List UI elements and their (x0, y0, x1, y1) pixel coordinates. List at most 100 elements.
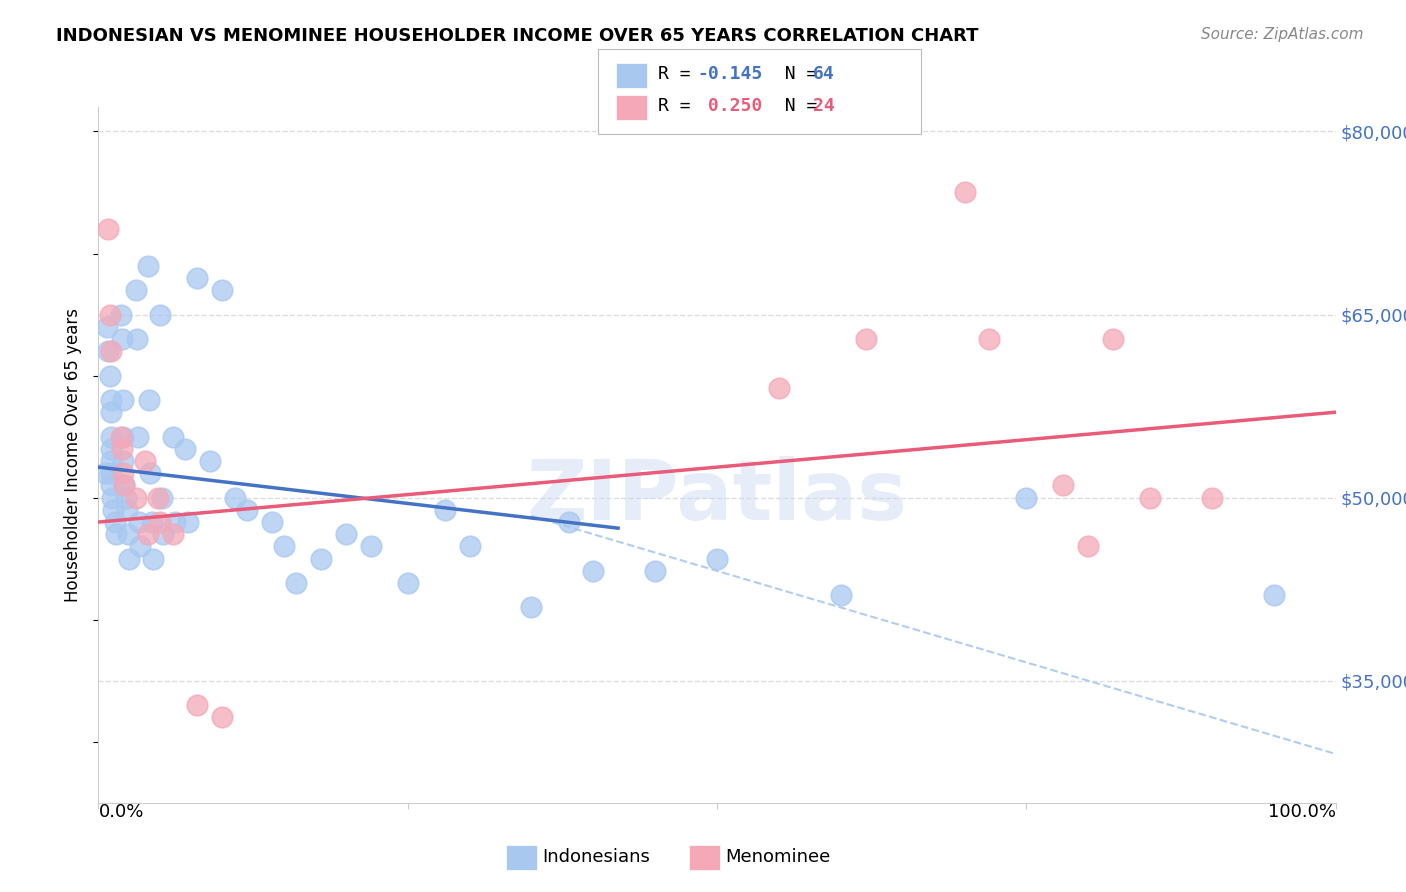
Point (111, 442, 134, 456)
Point (114, 491, 136, 505)
Point (165, 515, 187, 529)
Point (830, 588, 852, 602)
Text: 64: 64 (813, 65, 834, 83)
Text: 100.0%: 100.0% (1268, 803, 1336, 821)
Point (127, 429, 149, 443)
Point (146, 491, 169, 505)
Point (100, 344, 122, 359)
Point (149, 515, 172, 529)
Point (134, 454, 156, 468)
Point (174, 442, 197, 456)
Point (1139, 491, 1161, 505)
Point (1015, 491, 1038, 505)
Point (236, 503, 259, 517)
Point (100, 467, 122, 481)
Point (186, 271, 208, 285)
Point (582, 564, 605, 578)
Point (273, 540, 295, 554)
Point (152, 527, 174, 541)
Point (1052, 478, 1074, 492)
Point (1201, 491, 1223, 505)
Point (112, 392, 135, 407)
Point (1077, 540, 1099, 554)
Point (100, 392, 122, 407)
Text: 24: 24 (813, 97, 834, 115)
Point (100, 442, 122, 456)
Point (118, 551, 141, 566)
Point (162, 527, 184, 541)
Point (129, 540, 152, 554)
Point (128, 515, 150, 529)
Text: Source: ZipAtlas.com: Source: ZipAtlas.com (1201, 27, 1364, 42)
Text: -0.145: -0.145 (697, 65, 762, 83)
Point (100, 429, 122, 443)
Point (142, 551, 165, 566)
Text: N =: N = (763, 97, 828, 115)
Point (111, 332, 134, 346)
Point (433, 503, 456, 517)
Point (97, 222, 120, 236)
Point (211, 710, 233, 724)
Point (124, 491, 146, 505)
Text: 0.0%: 0.0% (98, 803, 143, 821)
Point (979, 332, 1001, 346)
Point (110, 308, 132, 322)
Point (285, 576, 308, 591)
Point (98, 368, 121, 383)
Point (149, 308, 172, 322)
Point (855, 332, 877, 346)
Text: Indonesians: Indonesians (543, 848, 651, 866)
Point (953, 186, 976, 200)
Point (117, 527, 139, 541)
Point (125, 332, 148, 346)
Point (162, 429, 184, 443)
Point (768, 381, 790, 395)
Point (139, 467, 162, 481)
Point (335, 527, 357, 541)
Point (112, 429, 135, 443)
Point (138, 392, 160, 407)
Point (112, 467, 135, 481)
Text: N =: N = (763, 65, 828, 83)
Text: ZIPatlas: ZIPatlas (527, 456, 907, 537)
Point (186, 698, 208, 713)
Point (211, 283, 233, 297)
Point (706, 551, 728, 566)
Point (396, 576, 419, 591)
Point (309, 551, 332, 566)
Point (100, 405, 122, 419)
Y-axis label: Householder Income Over 65 years: Householder Income Over 65 years (65, 308, 83, 602)
Text: INDONESIAN VS MENOMINEE HOUSEHOLDER INCOME OVER 65 YEARS CORRELATION CHART: INDONESIAN VS MENOMINEE HOUSEHOLDER INCO… (56, 27, 979, 45)
Point (136, 259, 159, 273)
Point (458, 540, 481, 554)
Point (112, 478, 135, 492)
Text: Menominee: Menominee (725, 848, 831, 866)
Point (198, 454, 221, 468)
Point (260, 515, 283, 529)
Point (136, 527, 159, 541)
Point (644, 564, 666, 578)
Point (100, 478, 122, 492)
Text: R =: R = (658, 97, 702, 115)
Point (96, 319, 118, 334)
Point (97, 344, 120, 359)
Point (557, 515, 579, 529)
Point (224, 491, 246, 505)
Point (150, 491, 173, 505)
Point (115, 503, 138, 517)
Point (112, 478, 135, 492)
Point (103, 515, 125, 529)
Point (520, 600, 543, 615)
Text: 0.250: 0.250 (697, 97, 762, 115)
Point (124, 283, 146, 297)
Point (1102, 332, 1125, 346)
Point (1263, 588, 1285, 602)
Point (101, 491, 124, 505)
Point (93, 467, 115, 481)
Point (103, 503, 125, 517)
Point (110, 429, 132, 443)
Text: R =: R = (658, 65, 702, 83)
Point (176, 515, 198, 529)
Point (141, 515, 163, 529)
Point (104, 527, 127, 541)
